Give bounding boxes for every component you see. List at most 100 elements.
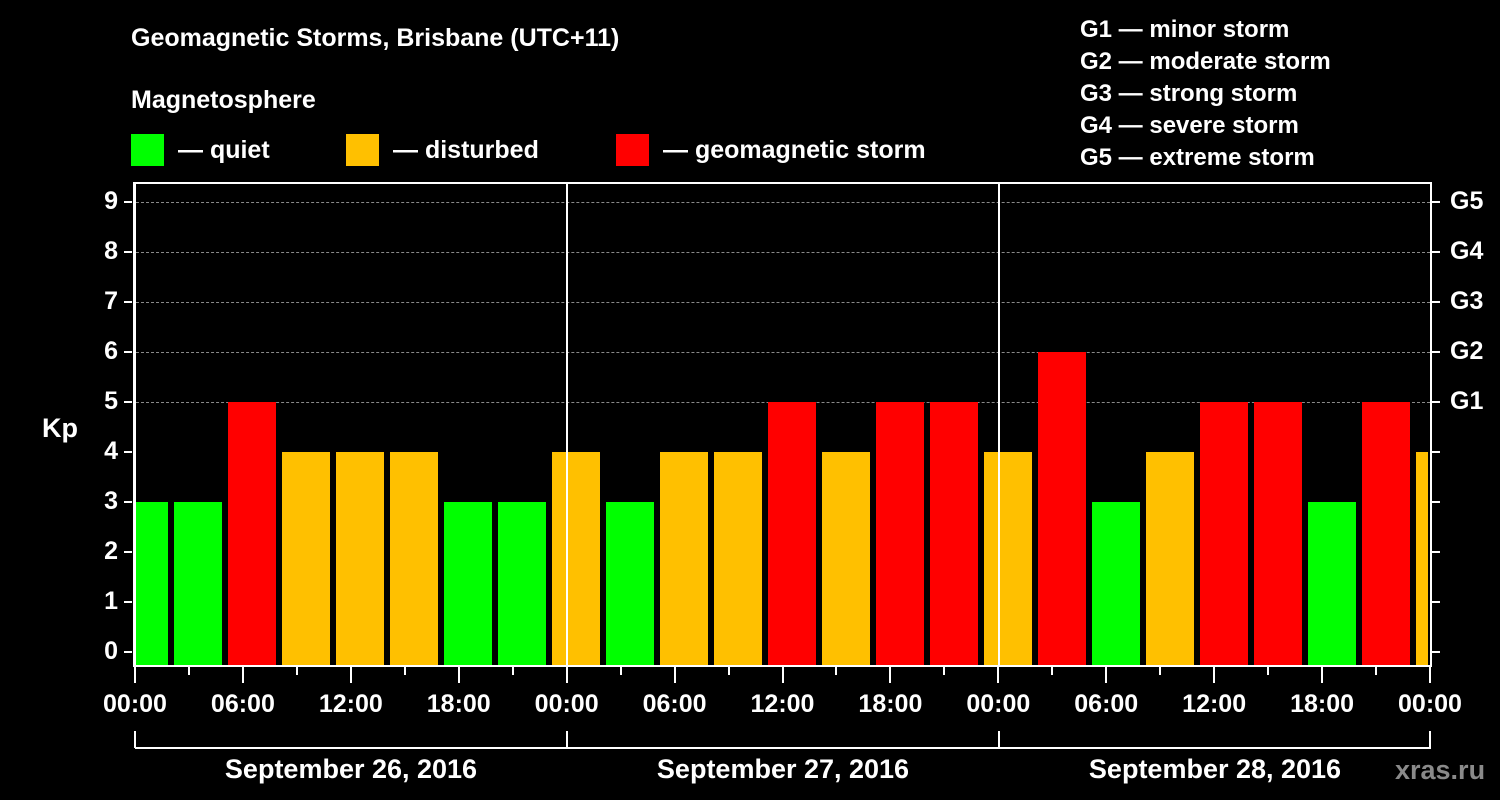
storm-scale-g2: G2 — moderate storm — [1080, 48, 1331, 75]
x-tick — [997, 667, 1000, 683]
right-tick — [1432, 551, 1440, 553]
date-bracket-tick — [998, 731, 1000, 748]
kp-bar — [714, 452, 762, 665]
kp-bar — [660, 452, 708, 665]
kp-bar — [768, 402, 816, 665]
right-tick — [1432, 451, 1440, 453]
y-tick — [124, 651, 132, 653]
right-tick — [1432, 201, 1440, 203]
y-tick-label: 7 — [104, 287, 118, 315]
gridline — [136, 252, 1430, 253]
gridline — [136, 302, 1430, 303]
right-tick — [1432, 651, 1440, 653]
chart-title: Geomagnetic Storms, Brisbane (UTC+11) — [131, 24, 620, 52]
x-tick — [889, 667, 892, 683]
y-axis-label: Kp — [42, 413, 78, 443]
right-tick — [1432, 501, 1440, 503]
y-tick-label: 2 — [104, 537, 118, 565]
kp-bar — [1146, 452, 1194, 665]
x-tick-label: 00:00 — [966, 690, 1031, 718]
date-label: September 27, 2016 — [656, 754, 910, 784]
x-tick — [241, 667, 244, 683]
storm-scale-g1: G1 — minor storm — [1080, 16, 1290, 43]
date-label: September 28, 2016 — [1088, 754, 1342, 784]
kp-bar — [606, 502, 654, 665]
x-tick — [1429, 667, 1431, 683]
y-tick-label: 3 — [104, 487, 118, 515]
right-tick — [1432, 401, 1440, 403]
right-tick — [1432, 601, 1440, 603]
y-tick — [124, 251, 132, 253]
legend-label: — disturbed — [393, 135, 539, 164]
y-tick — [124, 301, 132, 303]
date-bracket-tick — [566, 731, 568, 748]
kp-bar — [444, 502, 492, 665]
right-tick — [1432, 351, 1440, 353]
kp-bar — [336, 452, 384, 665]
y-tick-label: 0 — [104, 637, 118, 665]
day-separator — [566, 182, 568, 665]
watermark: xras.ru — [1395, 755, 1486, 785]
x-tick — [1051, 667, 1054, 675]
x-tick — [1159, 667, 1162, 675]
x-tick — [134, 667, 136, 683]
y-tick — [124, 401, 132, 403]
x-tick — [457, 667, 460, 683]
x-tick — [349, 667, 352, 683]
plot-area — [133, 182, 1432, 667]
chart-subtitle: Magnetosphere — [131, 86, 316, 114]
legend-label: — geomagnetic storm — [663, 135, 926, 164]
storm-scale-legend: G1 — minor storm G2 — moderate storm G3 … — [1080, 14, 1331, 174]
x-tick — [619, 667, 622, 675]
x-tick-label: 12:00 — [318, 690, 383, 718]
y-tick-label: 9 — [104, 187, 118, 215]
x-tick-label: 18:00 — [858, 690, 923, 718]
kp-bar — [174, 502, 222, 665]
y-tick — [124, 451, 132, 453]
kp-bar — [1416, 452, 1428, 665]
legend-item: — disturbed — [346, 134, 539, 166]
legend-item: — geomagnetic storm — [616, 134, 926, 166]
storm-level-label: G2 — [1450, 337, 1484, 365]
gridline — [136, 202, 1430, 203]
legend-swatch — [346, 134, 379, 166]
y-tick — [124, 501, 132, 503]
kp-bar — [282, 452, 330, 665]
x-tick — [565, 667, 568, 683]
x-tick-label: 06:00 — [210, 690, 275, 718]
x-tick — [1375, 667, 1378, 675]
storm-level-label: G1 — [1450, 387, 1484, 415]
legend-swatch — [131, 134, 164, 166]
kp-bar — [1200, 402, 1248, 665]
date-bracket-tick — [1429, 731, 1431, 748]
kp-bar — [822, 452, 870, 665]
x-tick-label: 06:00 — [642, 690, 707, 718]
y-tick — [124, 551, 132, 553]
x-tick — [1105, 667, 1108, 683]
gridline — [136, 352, 1430, 353]
y-tick-label: 6 — [104, 337, 118, 365]
y-tick-label: 5 — [104, 387, 118, 415]
kp-bar — [930, 402, 978, 665]
kp-bar — [1092, 502, 1140, 665]
kp-bar — [498, 502, 546, 665]
right-tick — [1432, 301, 1440, 303]
x-tick-label: 12:00 — [750, 690, 815, 718]
date-bracket — [135, 747, 1431, 749]
legend-swatch — [616, 134, 649, 166]
x-tick-label: 18:00 — [1290, 690, 1355, 718]
x-tick — [673, 667, 676, 683]
kp-bar — [1362, 402, 1410, 665]
kp-bar — [876, 402, 924, 665]
x-tick-label: 00:00 — [1398, 690, 1462, 718]
date-bracket-tick — [134, 731, 136, 748]
storm-scale-g3: G3 — strong storm — [1080, 80, 1298, 107]
x-tick — [1321, 667, 1324, 683]
x-tick — [943, 667, 946, 675]
right-tick — [1432, 251, 1440, 253]
x-tick-label: 06:00 — [1074, 690, 1139, 718]
day-separator — [998, 182, 1000, 665]
y-tick-label: 4 — [104, 437, 118, 465]
x-tick-label: 18:00 — [426, 690, 491, 718]
x-tick — [403, 667, 406, 675]
